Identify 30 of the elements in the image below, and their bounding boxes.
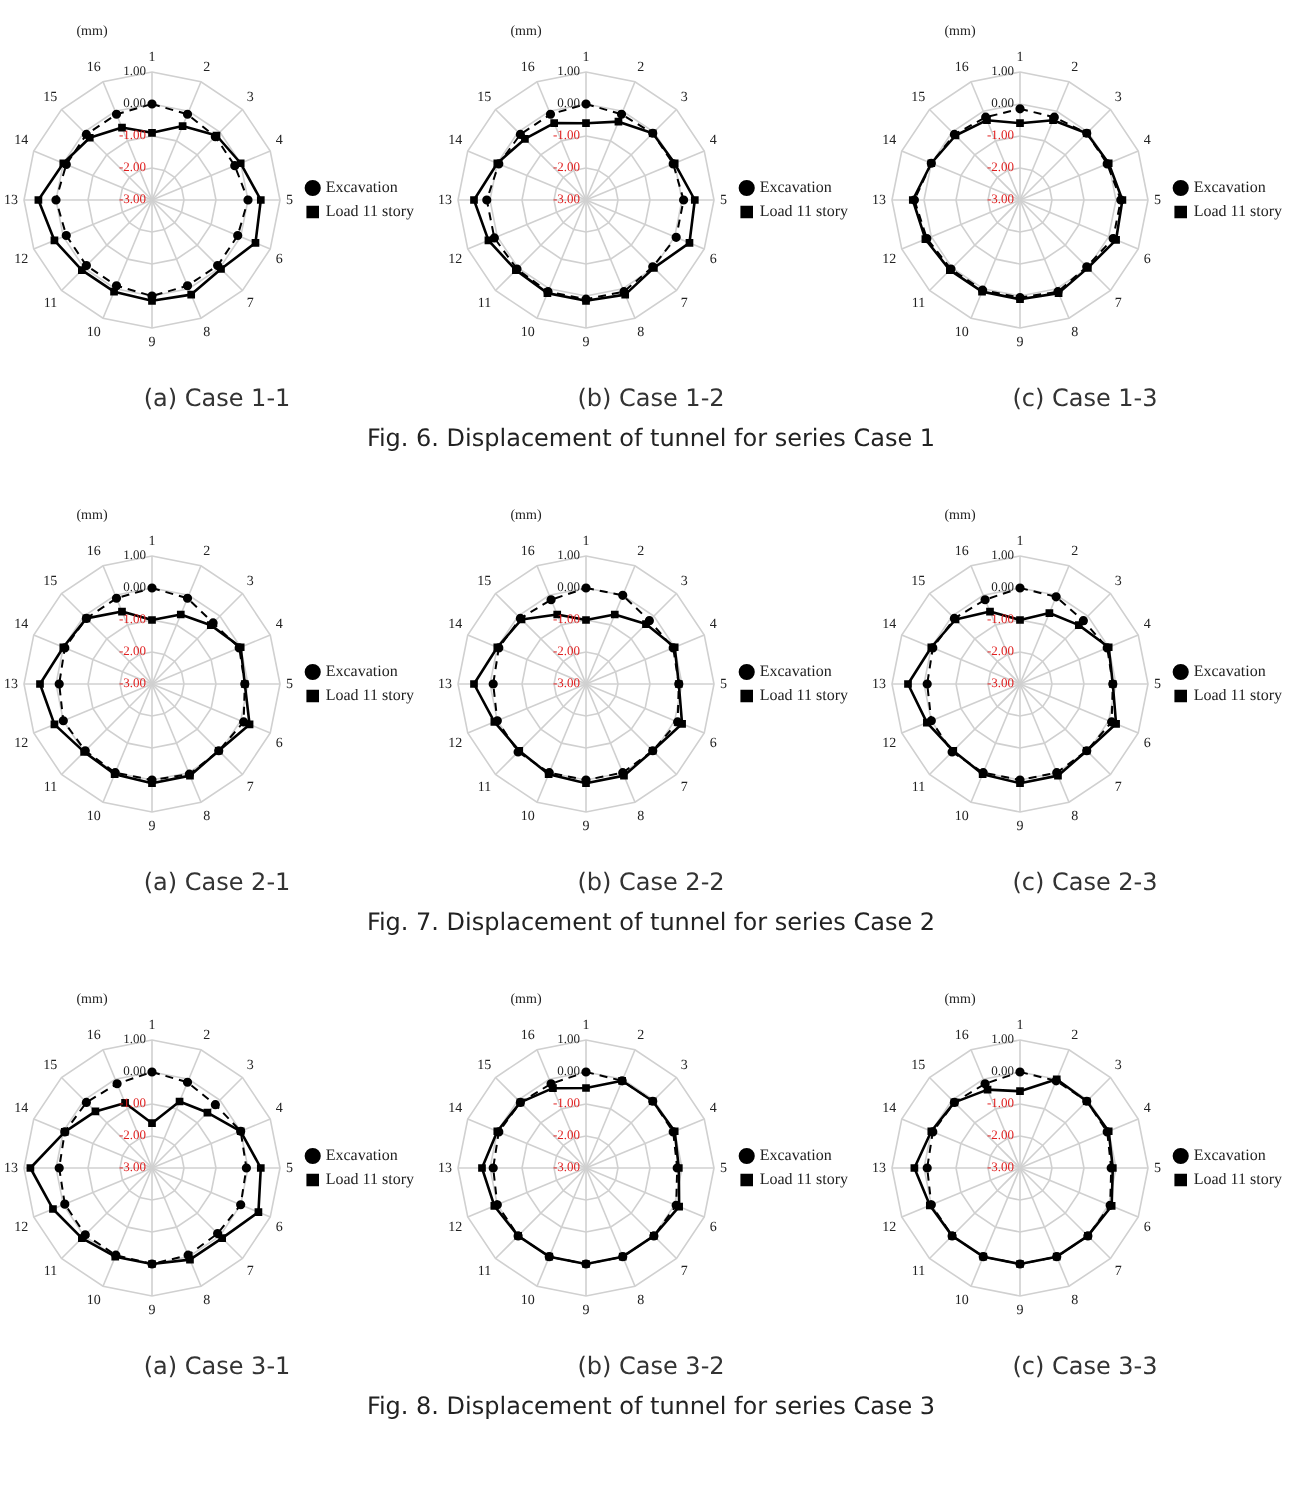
text: (a) Case 2-1 <box>141 866 293 900</box>
legend-label: Excavation <box>759 1146 832 1165</box>
text: (b) Case 1-2 <box>575 382 727 416</box>
legend-label: Load 11 story <box>325 1170 414 1189</box>
legend-label: Load 11 story <box>325 202 414 221</box>
legend-label: Load 11 story <box>759 1170 848 1189</box>
text: (c) Case 3-3 <box>1010 1350 1160 1384</box>
legend-label: Excavation <box>1193 1146 1266 1165</box>
legend-label: Load 11 story <box>1193 1170 1282 1189</box>
legend-label: Excavation <box>1193 178 1266 197</box>
caption: Fig. 7. Displacement of tunnel for series Case 2 <box>364 906 938 940</box>
legend-label: Excavation <box>325 662 398 681</box>
legend-label: Load 11 story <box>1193 686 1282 705</box>
text: (b) Case 2-2 <box>575 866 727 900</box>
legend-label: Load 11 story <box>759 686 848 705</box>
caption: Fig. 6. Displacement of tunnel for series Case 1 <box>364 422 938 456</box>
legend-label: Excavation <box>1193 662 1266 681</box>
legend-label: Excavation <box>759 178 832 197</box>
caption: Fig. 8. Displacement of tunnel for series Case 3 <box>364 1390 938 1424</box>
legend-label: Load 11 story <box>759 202 848 221</box>
text: (c) Case 2-3 <box>1010 866 1160 900</box>
legend-label: Load 11 story <box>1193 202 1282 221</box>
legend-label: Excavation <box>759 662 832 681</box>
legend-label: Load 11 story <box>325 686 414 705</box>
text: (a) Case 3-1 <box>141 1350 293 1384</box>
legend-label: Excavation <box>325 178 398 197</box>
text: (a) Case 1-1 <box>141 382 293 416</box>
text: (b) Case 3-2 <box>575 1350 727 1384</box>
text: (c) Case 1-3 <box>1010 382 1160 416</box>
legend-label: Excavation <box>325 1146 398 1165</box>
